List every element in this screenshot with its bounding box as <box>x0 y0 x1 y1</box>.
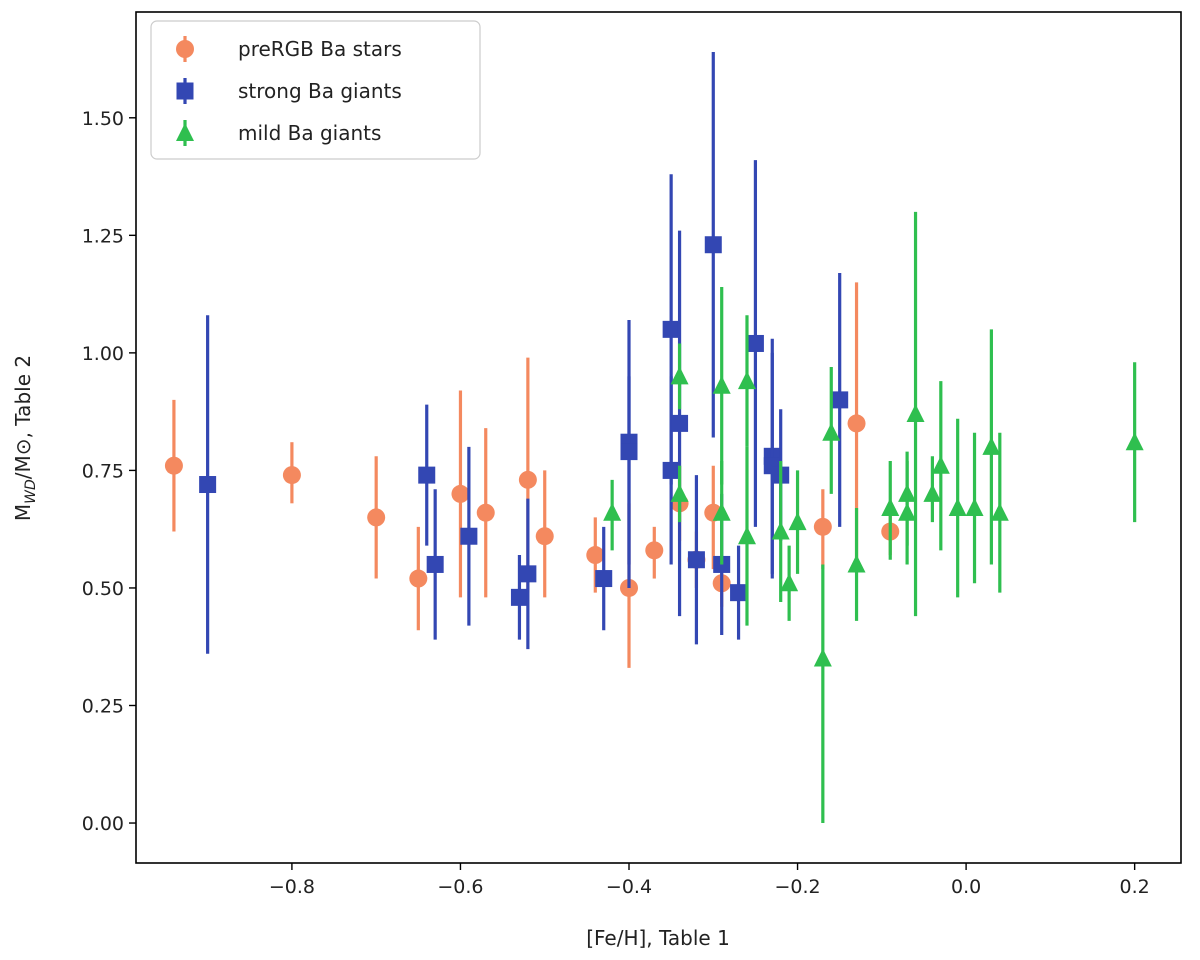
data-point <box>982 436 1001 455</box>
x-tick-label: −0.8 <box>269 876 315 898</box>
data-point <box>451 484 470 503</box>
data-point <box>822 422 841 441</box>
x-tick-label: −0.6 <box>437 876 483 898</box>
data-point <box>426 555 444 573</box>
data-point <box>476 503 495 522</box>
x-tick-label: 0.2 <box>1120 876 1150 898</box>
data-point <box>746 334 764 352</box>
data-point <box>847 554 866 573</box>
data-point <box>282 466 301 485</box>
y-tick-label: 1.50 <box>82 108 124 130</box>
data-point <box>906 403 925 422</box>
data-point <box>670 366 689 385</box>
data-point <box>367 508 386 527</box>
data-point <box>409 569 428 588</box>
y-axis: 0.00 0.25 0.50 0.75 1.00 1.25 1.50 <box>82 108 136 835</box>
plot-frame <box>135 11 1182 864</box>
x-axis: −0.8 −0.6 −0.4 −0.2 0.0 0.2 <box>269 863 1150 898</box>
data-point <box>831 391 849 409</box>
y-tick-label: 0.75 <box>82 460 124 482</box>
legend-marker <box>176 82 194 100</box>
x-tick-label: −0.2 <box>774 876 820 898</box>
data-point <box>965 498 984 517</box>
legend-label: strong Ba giants <box>238 79 402 103</box>
data-point <box>712 375 731 394</box>
data-point <box>990 502 1009 521</box>
data-point <box>780 573 799 592</box>
data-point <box>948 498 967 517</box>
data-point <box>460 527 478 545</box>
legend-marker <box>176 123 194 141</box>
data-point <box>771 521 790 540</box>
data-point <box>519 565 537 583</box>
data-point <box>418 466 436 484</box>
data-point <box>662 320 680 338</box>
y-tick-label: 0.50 <box>82 578 124 600</box>
data-point <box>662 461 680 479</box>
data-point <box>737 371 756 390</box>
data-point <box>712 502 731 521</box>
plot-marks <box>164 51 1144 824</box>
data-point <box>199 476 217 494</box>
y-axis-label-subscript: WD <box>23 479 39 504</box>
data-point <box>670 483 689 502</box>
series-mild-ba-giants <box>603 211 1144 824</box>
data-point <box>813 648 832 667</box>
legend-label: mild Ba giants <box>238 121 381 145</box>
data-point <box>535 527 554 546</box>
x-axis-label: [Fe/H], Table 1 <box>586 926 730 950</box>
legend-marker <box>176 40 194 58</box>
legend: preRGB Ba stars strong Ba giants mild Ba g… <box>150 20 481 160</box>
data-point <box>586 546 605 565</box>
data-point <box>898 502 917 521</box>
data-point <box>813 517 832 536</box>
data-point <box>671 414 689 432</box>
data-point <box>923 483 942 502</box>
y-axis-label-rest: /M⊙, Table 2 <box>11 355 35 479</box>
data-point <box>595 570 613 588</box>
legend-box <box>150 20 481 160</box>
data-point <box>788 512 807 531</box>
data-point <box>164 456 183 475</box>
y-axis-label-main: M <box>11 504 35 521</box>
data-point <box>645 541 664 560</box>
data-point <box>737 526 756 545</box>
x-tick-label: 0.0 <box>951 876 981 898</box>
y-tick-label: 1.25 <box>82 225 124 247</box>
data-point <box>510 588 528 606</box>
data-point <box>704 236 722 254</box>
data-point <box>730 584 748 602</box>
x-tick-label: −0.4 <box>606 876 652 898</box>
legend-label: preRGB Ba stars <box>238 37 402 61</box>
data-point <box>847 414 866 433</box>
data-point <box>620 443 638 461</box>
series-strong-ba-giants <box>199 51 849 654</box>
data-point <box>881 498 900 517</box>
y-tick-label: 0.25 <box>82 695 124 717</box>
y-tick-label: 1.00 <box>82 343 124 365</box>
data-point <box>518 470 537 489</box>
data-point <box>931 455 950 474</box>
data-point <box>1125 432 1144 451</box>
data-point <box>687 551 705 569</box>
data-point <box>603 502 622 521</box>
y-axis-label: MWD/M⊙, Table 2 <box>11 355 39 521</box>
y-tick-label: 0.00 <box>82 813 124 835</box>
